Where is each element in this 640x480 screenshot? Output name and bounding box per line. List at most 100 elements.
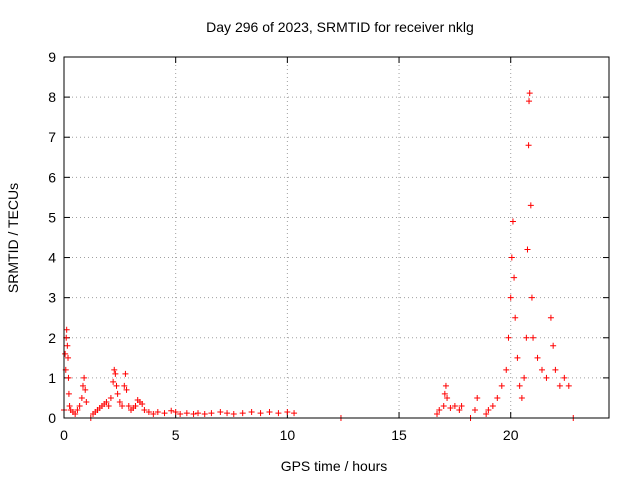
data-point-marker [447, 404, 454, 411]
data-point-marker [257, 410, 264, 417]
data-point-marker [65, 354, 72, 361]
data-point-marker [508, 254, 515, 261]
data-point-marker [116, 398, 123, 405]
data-point-marker [442, 382, 449, 389]
data-point-marker [523, 334, 530, 341]
y-tick-label: 3 [48, 290, 56, 306]
data-point-marker [230, 410, 237, 417]
data-point-marker [505, 334, 512, 341]
data-point-marker [74, 406, 81, 413]
x-tick-label: 0 [60, 427, 68, 443]
data-point-marker [511, 274, 518, 281]
data-point-marker [534, 354, 541, 361]
x-tick-label: 5 [172, 427, 180, 443]
data-point-marker [565, 382, 572, 389]
data-point-marker [436, 406, 443, 413]
data-point-marker [458, 402, 465, 409]
y-axis-label: SRMTID / TECUs [5, 183, 21, 293]
data-point-marker [172, 408, 179, 415]
data-point-marker [177, 410, 184, 417]
data-point-marker [528, 294, 535, 301]
data-point-marker [107, 394, 114, 401]
data-point-marker [538, 366, 545, 373]
data-point-marker [125, 402, 132, 409]
data-point-marker [514, 354, 521, 361]
data-point-marker [552, 366, 559, 373]
data-point-marker [474, 394, 481, 401]
data-point-marker [266, 408, 273, 415]
data-point-marker [456, 406, 463, 413]
data-point-marker [119, 402, 126, 409]
data-point-marker [161, 410, 168, 417]
data-point-marker [112, 370, 119, 377]
data-point-marker [64, 342, 71, 349]
data-point-marker [507, 294, 514, 301]
y-tick-label: 2 [48, 330, 56, 346]
data-point-marker [526, 98, 533, 105]
y-tick-label: 7 [48, 129, 56, 145]
data-point-marker [525, 142, 532, 149]
data-point-marker [527, 202, 534, 209]
y-tick-label: 8 [48, 89, 56, 105]
data-point-marker [103, 398, 110, 405]
data-point-marker [168, 407, 175, 414]
grid-lines [64, 57, 609, 418]
data-point-marker [121, 382, 128, 389]
data-point-marker [79, 382, 86, 389]
data-point-marker [284, 408, 291, 415]
x-tick-label: 15 [391, 427, 407, 443]
data-point-marker [275, 410, 282, 417]
data-point-marker [483, 410, 490, 417]
data-point-marker [239, 410, 246, 417]
data-point-marker [183, 410, 190, 417]
plot-frame [63, 56, 610, 419]
data-point-marker [201, 410, 208, 417]
data-point-marker [110, 378, 117, 385]
y-tick-label: 5 [48, 209, 56, 225]
data-point-marker [78, 394, 85, 401]
data-point-marker [524, 246, 531, 253]
data-point-marker [82, 386, 89, 393]
data-point-marker [516, 382, 523, 389]
data-point-marker [489, 402, 496, 409]
data-point-marker [434, 410, 441, 417]
data-points [61, 90, 577, 421]
data-point-marker [145, 408, 152, 415]
data-point-marker [485, 406, 492, 413]
data-point-marker [451, 402, 458, 409]
data-point-marker [65, 374, 72, 381]
data-point-marker [123, 386, 130, 393]
y-tick-label: 0 [48, 410, 56, 426]
data-point-marker [224, 410, 231, 417]
data-point-marker [76, 402, 83, 409]
data-point-marker [556, 382, 563, 389]
data-point-marker [139, 400, 146, 407]
data-point-marker [72, 410, 79, 417]
y-tick-label: 6 [48, 169, 56, 185]
data-point-marker [208, 410, 215, 417]
data-point-marker [122, 370, 129, 377]
data-point-marker [63, 326, 70, 333]
data-point-marker [530, 334, 537, 341]
data-point-marker [190, 410, 197, 417]
data-point-marker [543, 374, 550, 381]
data-point-marker [440, 402, 447, 409]
data-point-marker [550, 342, 557, 349]
data-point-marker [503, 366, 510, 373]
x-tick-label: 10 [280, 427, 296, 443]
data-point-marker [291, 410, 298, 417]
data-point-marker [65, 390, 72, 397]
data-point-marker [132, 402, 139, 409]
y-tick-label: 1 [48, 370, 56, 386]
data-point-marker [547, 314, 554, 321]
data-point-marker [105, 402, 112, 409]
data-point-marker [512, 314, 519, 321]
data-point-marker [494, 394, 501, 401]
data-point-marker [150, 410, 157, 417]
data-point-marker [81, 374, 88, 381]
data-point-marker [114, 390, 121, 397]
data-point-marker [66, 402, 73, 409]
data-point-marker [498, 382, 505, 389]
